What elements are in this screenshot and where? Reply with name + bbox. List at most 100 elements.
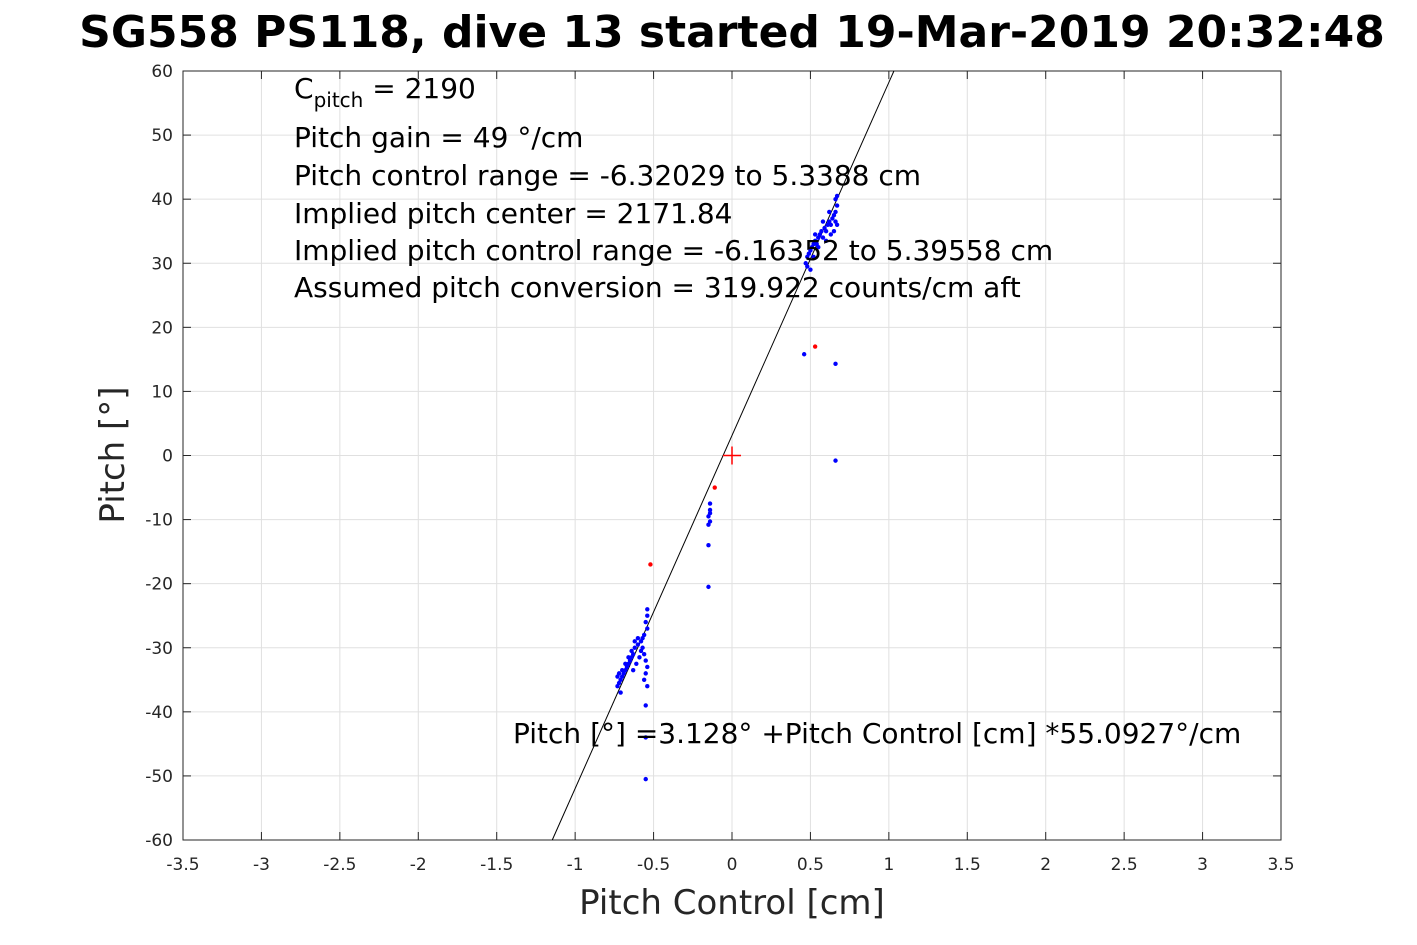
pitch-gain-annotation: Pitch gain = 49 °/cm [294,121,583,154]
y-tick-label: -20 [145,575,173,595]
data-point [828,222,834,227]
axis-ticks [182,70,1282,841]
cpitch-main: C [294,72,314,105]
grid-lines [182,70,1282,841]
data-point [629,648,634,654]
data-point [805,264,810,269]
data-points [615,193,840,782]
data-point [630,667,636,673]
data-point [620,667,625,673]
data-point [833,219,838,224]
data-point [801,352,807,357]
data-point [635,642,641,647]
assumed-conversion-annotation: Assumed pitch conversion = 319.922 count… [294,271,1021,304]
y-tick-label: 40 [151,190,173,210]
data-point [643,619,648,625]
data-point [833,209,838,215]
y-tick-label: -30 [145,639,173,659]
data-point [812,232,818,237]
data-point [823,229,829,234]
data-point [833,361,838,367]
data-point [643,735,648,740]
data-point [623,661,628,666]
data-point [816,245,821,250]
data-point [834,203,840,208]
data-point [645,607,650,612]
x-tick-label: 0 [727,855,738,875]
flagged-data-point [648,562,653,567]
data-point [706,543,711,548]
y-tick-label: -60 [145,831,173,851]
data-point [641,651,647,657]
data-point [820,235,826,240]
y-tick-label: -40 [145,703,173,723]
y-tick-labels: -60 -50 -40 -30 -20 -10 0 10 20 30 40 50 60 [145,62,173,851]
data-point [643,776,648,782]
center-marker-group [723,446,741,465]
data-point [634,661,639,666]
data-point [645,613,650,618]
implied-range-annotation: Implied pitch control range = -6.16352 t… [294,234,1053,267]
x-tick-label: 2.5 [1111,855,1138,875]
data-point [831,229,837,234]
data-point [643,658,648,663]
data-point [635,635,641,641]
x-tick-label: -3 [253,855,270,875]
y-tick-label: 10 [151,382,173,402]
data-point [707,501,713,506]
x-tick-label: 0.5 [797,855,824,875]
data-point [643,671,648,676]
data-point [632,645,637,650]
implied-center-annotation: Implied pitch center = 2171.84 [294,197,732,230]
data-point [615,674,620,679]
data-point [626,655,631,660]
data-point [811,254,816,260]
y-tick-label: -10 [145,511,173,531]
data-point [823,238,829,244]
y-tick-label: -50 [145,767,173,787]
data-point [637,655,642,660]
data-point [632,639,637,644]
data-point [645,684,650,689]
annotation-block: Cpitch = 2190 Pitch gain = 49 °/cm Pitch… [294,72,1053,304]
data-point [819,229,824,234]
x-tick-label: 3 [1197,855,1208,875]
data-point [638,639,644,644]
data-point [618,690,623,695]
y-axis-label: Pitch [°] [93,386,133,523]
y-tick-label: 0 [162,447,173,467]
cpitch-value: = 2190 [363,72,476,105]
data-point [834,193,840,199]
data-point [707,510,713,516]
x-tick-label: -1 [567,855,584,875]
x-tick-label: 1 [883,855,894,875]
y-tick-label: 20 [151,318,173,338]
x-tick-label: -1.5 [480,855,513,875]
data-point [808,267,813,272]
chart-title: SG558 PS118, dive 13 started 19-Mar-2019… [79,7,1385,58]
control-range-annotation: Pitch control range = -6.32029 to 5.3388… [294,159,921,192]
data-point [827,209,832,215]
x-axis-label: Pitch Control [cm] [579,883,885,923]
x-tick-label: -3.5 [166,855,199,875]
x-tick-label: -2 [410,855,427,875]
data-point [707,507,713,513]
x-tick-label: -2.5 [323,855,356,875]
data-point [706,584,711,590]
data-point [615,684,620,689]
data-point [640,645,645,650]
x-tick-label: 3.5 [1267,855,1294,875]
cpitch-annotation: Cpitch = 2190 [294,72,476,112]
flagged-data-point [812,344,818,349]
data-point [828,232,834,237]
data-point [820,219,826,224]
cpitch-subscript: pitch [314,88,364,112]
x-tick-label: -0.5 [637,855,670,875]
data-point [643,703,648,708]
data-point [645,664,650,670]
data-point [833,458,838,463]
x-tick-label: 2 [1040,855,1051,875]
fit-equation-annotation: Pitch [°] =3.128° +Pitch Control [cm] *5… [513,717,1241,750]
data-point [645,626,650,631]
